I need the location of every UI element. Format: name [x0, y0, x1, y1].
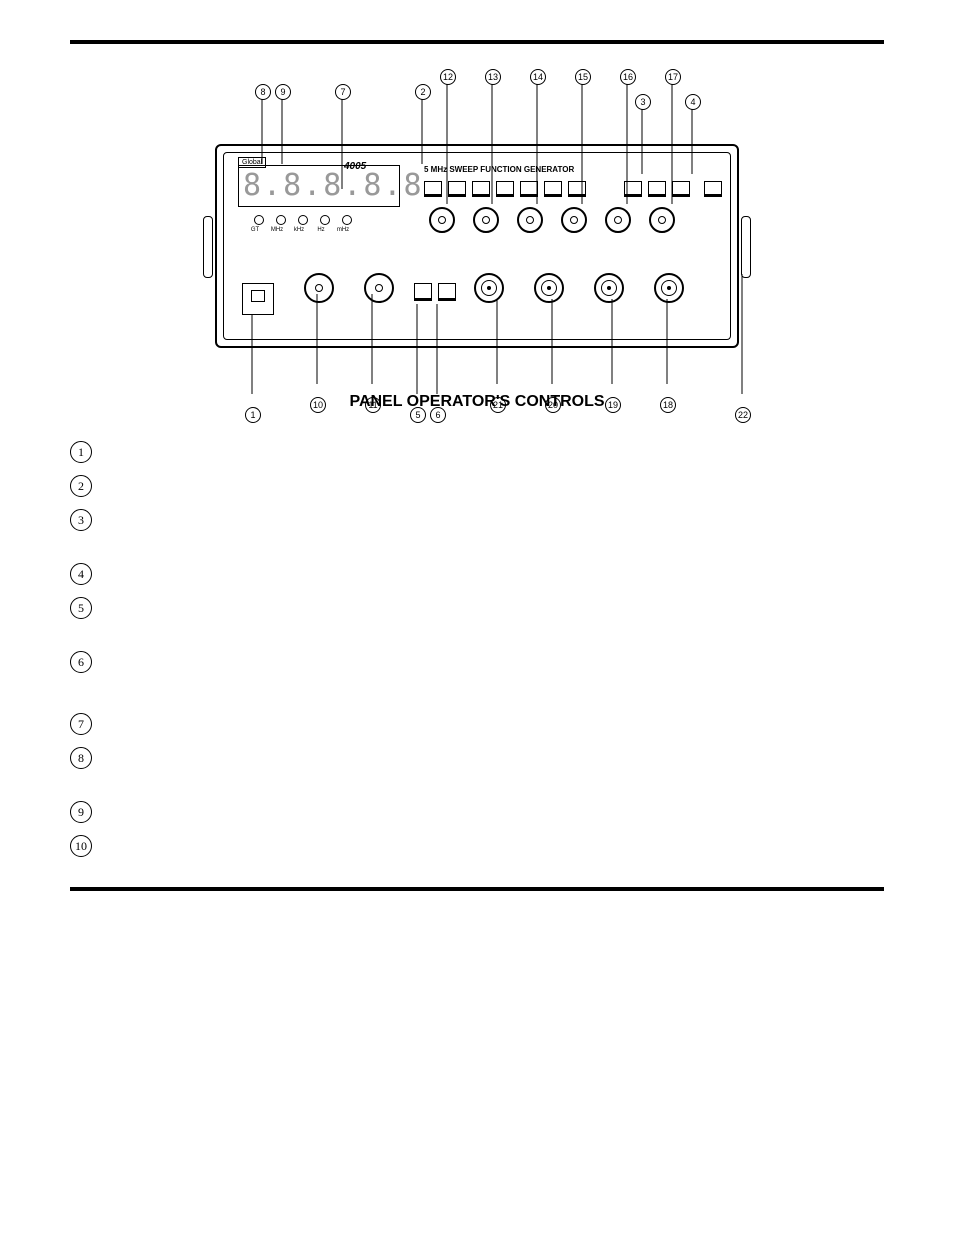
callout-8: 8 — [255, 84, 271, 100]
range-buttons — [424, 181, 586, 197]
section-title: PANEL OPERATOR'S CONTROLS — [70, 393, 884, 411]
item-number: 2 — [70, 475, 92, 497]
callout-14: 14 — [530, 69, 546, 85]
list-item: 6 — [70, 651, 884, 673]
item-number: 8 — [70, 747, 92, 769]
callout-18: 18 — [660, 397, 676, 413]
list-item: 9 — [70, 801, 884, 823]
device-title: 5 MHz SWEEP FUNCTION GENERATOR — [424, 165, 574, 174]
callout-10: 10 — [310, 397, 326, 413]
callout-3: 3 — [635, 94, 651, 110]
handle-right — [741, 216, 751, 278]
page: 8 9 7 2 12 13 14 15 16 17 3 4 Global 400… — [0, 0, 954, 1235]
callout-9: 9 — [275, 84, 291, 100]
handle-left — [203, 216, 213, 278]
callout-22: 22 — [735, 407, 751, 423]
callout-4: 4 — [685, 94, 701, 110]
callout-20: 20 — [545, 397, 561, 413]
led-row — [254, 215, 352, 225]
led-labels: GTMHzkHzHzmHz — [248, 227, 350, 233]
callout-2: 2 — [415, 84, 431, 100]
item-number: 10 — [70, 835, 92, 857]
item-number: 7 — [70, 713, 92, 735]
item-number: 4 — [70, 563, 92, 585]
list-item: 2 — [70, 475, 884, 497]
list-item: 5 — [70, 597, 884, 619]
function-buttons — [414, 283, 456, 301]
callout-21: 21 — [490, 397, 506, 413]
device-diagram: 8 9 7 2 12 13 14 15 16 17 3 4 Global 400… — [70, 144, 884, 353]
controls-list: 1 2 3 4 5 6 7 8 9 10 — [70, 441, 884, 857]
item-number: 6 — [70, 651, 92, 673]
top-rule — [70, 40, 884, 44]
list-item: 4 — [70, 563, 884, 585]
bnc-connectors — [474, 273, 684, 303]
device-body: Global 4005 5 MHz SWEEP FUNCTION GENERAT… — [215, 144, 739, 348]
display: 8.8.8.8.8 — [238, 165, 400, 207]
mode-buttons — [624, 181, 690, 197]
item-number: 1 — [70, 441, 92, 463]
list-item: 1 — [70, 441, 884, 463]
list-item: 8 — [70, 747, 884, 769]
list-item: 10 — [70, 835, 884, 857]
callout-12: 12 — [440, 69, 456, 85]
callout-15: 15 — [575, 69, 591, 85]
item-number: 5 — [70, 597, 92, 619]
list-item: 7 — [70, 713, 884, 735]
callout-19: 19 — [605, 397, 621, 413]
callout-1: 1 — [245, 407, 261, 423]
aux-button — [704, 181, 722, 197]
callout-16: 16 — [620, 69, 636, 85]
display-segments: 8.8.8.8.8 — [239, 166, 424, 206]
callout-6: 6 — [430, 407, 446, 423]
upper-knobs — [429, 207, 675, 233]
callout-7: 7 — [335, 84, 351, 100]
callout-13: 13 — [485, 69, 501, 85]
item-number: 9 — [70, 801, 92, 823]
callout-17: 17 — [665, 69, 681, 85]
item-number: 3 — [70, 509, 92, 531]
list-item: 3 — [70, 509, 884, 531]
callout-11: 11 — [365, 397, 381, 413]
power-switch — [242, 283, 274, 315]
callout-5: 5 — [410, 407, 426, 423]
device-inner: Global 4005 5 MHz SWEEP FUNCTION GENERAT… — [223, 152, 731, 340]
lower-knobs — [304, 273, 394, 303]
bottom-rule — [70, 887, 884, 891]
